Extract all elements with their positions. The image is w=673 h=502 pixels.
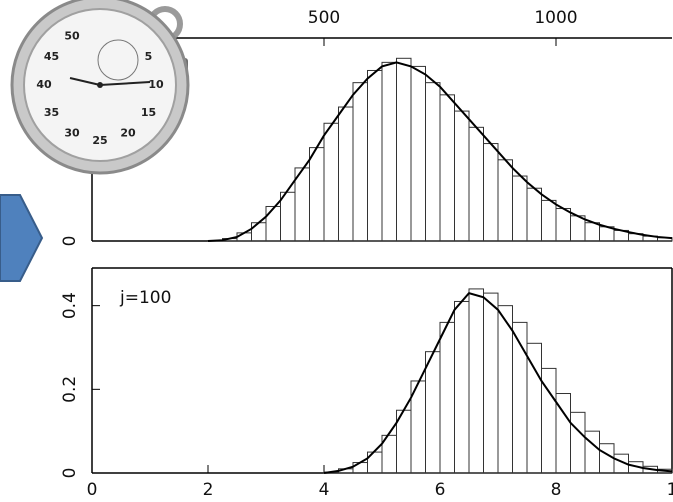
dial-label: 10 bbox=[148, 78, 164, 91]
x-tick-label: 1 bbox=[667, 480, 673, 500]
histogram-bar bbox=[526, 187, 542, 242]
histogram-bar bbox=[367, 69, 383, 242]
x-tick-label: 0 bbox=[87, 480, 98, 500]
histogram-bar bbox=[396, 57, 412, 242]
histogram-bar bbox=[497, 305, 513, 474]
histogram-bar bbox=[439, 94, 455, 242]
histogram-bar bbox=[265, 205, 281, 242]
histogram-bar bbox=[584, 430, 600, 474]
histogram-bar bbox=[483, 292, 499, 474]
dial-label: 30 bbox=[64, 126, 80, 139]
histogram-bar bbox=[439, 321, 455, 474]
dial-label: 40 bbox=[36, 78, 52, 91]
histogram-bar bbox=[512, 175, 528, 242]
y-tick-label: 0.2 bbox=[60, 376, 80, 403]
x-tick-label: 4 bbox=[319, 480, 330, 500]
histogram-bar bbox=[338, 106, 354, 242]
x2-tick-label: 500 bbox=[308, 8, 340, 28]
dial-label: 20 bbox=[120, 126, 136, 139]
dial-label: 25 bbox=[92, 134, 107, 147]
panel: 0 500 1000 bbox=[60, 8, 673, 247]
y-tick-label: 0 bbox=[60, 468, 80, 479]
histogram-bar bbox=[251, 222, 267, 242]
histogram-bar bbox=[599, 443, 615, 474]
histogram-bar bbox=[309, 147, 325, 242]
histogram-bar bbox=[483, 143, 499, 242]
subdial bbox=[97, 39, 139, 81]
hand bbox=[99, 81, 151, 86]
panel: 0 0.2 0.4 0 2 4 6 8 1 j=100 bbox=[60, 267, 673, 500]
histogram-bar bbox=[555, 208, 571, 242]
annotation: j=100 bbox=[119, 288, 171, 308]
x-tick-label: 8 bbox=[551, 480, 562, 500]
histogram-bar bbox=[352, 82, 368, 242]
histogram-bar bbox=[468, 288, 484, 474]
arrow bbox=[0, 194, 44, 282]
histogram-bar bbox=[280, 191, 296, 242]
histogram-bar bbox=[526, 342, 542, 474]
histogram-bar bbox=[584, 222, 600, 242]
histogram-bar bbox=[570, 411, 586, 474]
histogram-bar bbox=[541, 199, 557, 242]
histogram-bar bbox=[468, 126, 484, 242]
dial-label: 5 bbox=[145, 50, 153, 63]
fit-curve bbox=[323, 291, 673, 474]
x-tick-label: 6 bbox=[435, 480, 446, 500]
y-tick-label: 0 bbox=[60, 236, 80, 247]
histogram-bar bbox=[425, 82, 441, 242]
hub bbox=[97, 82, 103, 88]
histogram-bar bbox=[381, 61, 397, 242]
histogram-bar bbox=[410, 65, 426, 242]
histogram-bar bbox=[352, 462, 368, 474]
histogram-bar bbox=[497, 159, 513, 242]
hand bbox=[69, 77, 101, 86]
fit-curve bbox=[207, 61, 673, 242]
histogram-bar bbox=[570, 215, 586, 242]
dial-label: 50 bbox=[64, 30, 80, 43]
dial-label: 15 bbox=[141, 106, 156, 119]
histogram-bar bbox=[425, 351, 441, 474]
dial-labels: 45 50 5 10 15 20 25 30 35 40 bbox=[36, 30, 164, 147]
dial-label: 35 bbox=[44, 106, 59, 119]
histogram-bar bbox=[294, 167, 310, 242]
dial-label: 45 bbox=[44, 50, 59, 63]
histogram-bar bbox=[323, 122, 339, 242]
histogram-bar bbox=[236, 232, 252, 242]
y-tick-label: 0.4 bbox=[60, 292, 80, 319]
stopwatch: 45 50 5 10 15 20 25 30 35 40 bbox=[10, 0, 190, 175]
histogram-bar bbox=[454, 110, 470, 242]
x2-tick-label: 1000 bbox=[534, 8, 577, 28]
plots: 0 500 1000 0 0.2 0.4 0 2 4 6 8 1 j=100 bbox=[60, 8, 673, 500]
x-tick-label: 2 bbox=[203, 480, 214, 500]
histogram-bar bbox=[454, 300, 470, 474]
